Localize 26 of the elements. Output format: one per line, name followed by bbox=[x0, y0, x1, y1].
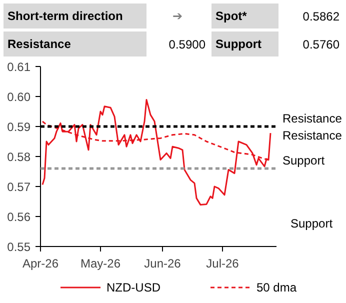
x-tick-label: Apr-26 bbox=[22, 256, 59, 270]
y-tick-label: 0.55 bbox=[7, 240, 31, 254]
y-tick-label: 0.56 bbox=[7, 210, 31, 224]
text: Resistance bbox=[282, 128, 342, 142]
y-tick-label: 0.57 bbox=[7, 180, 31, 194]
x-tick-label: May-26 bbox=[80, 256, 121, 270]
ref-line-label: Support bbox=[282, 154, 326, 168]
text: Short-term direction bbox=[8, 9, 123, 23]
y-tick-label: 0.59 bbox=[7, 120, 31, 134]
legend-label: NZD-USD bbox=[106, 280, 161, 294]
ref-line-label: Resistance bbox=[282, 112, 342, 126]
text: 0.5760 bbox=[302, 38, 340, 52]
text: 0.5862 bbox=[302, 10, 340, 24]
y-tick-label: 0.61 bbox=[7, 60, 31, 74]
text: ➔ bbox=[172, 9, 182, 23]
x-tick-label: Jun-26 bbox=[144, 256, 182, 270]
legend-label: 50 dma bbox=[256, 280, 297, 294]
line-series bbox=[42, 99, 272, 206]
text: Resistance bbox=[8, 37, 72, 51]
text: Spot* bbox=[216, 9, 248, 23]
text: 0.5900 bbox=[168, 38, 206, 52]
y-tick-label: 0.58 bbox=[7, 150, 31, 164]
text: Support bbox=[290, 216, 334, 230]
y-tick-label: 0.60 bbox=[7, 90, 31, 104]
text: Support bbox=[216, 37, 262, 51]
x-tick-label: Jul-26 bbox=[206, 256, 240, 270]
